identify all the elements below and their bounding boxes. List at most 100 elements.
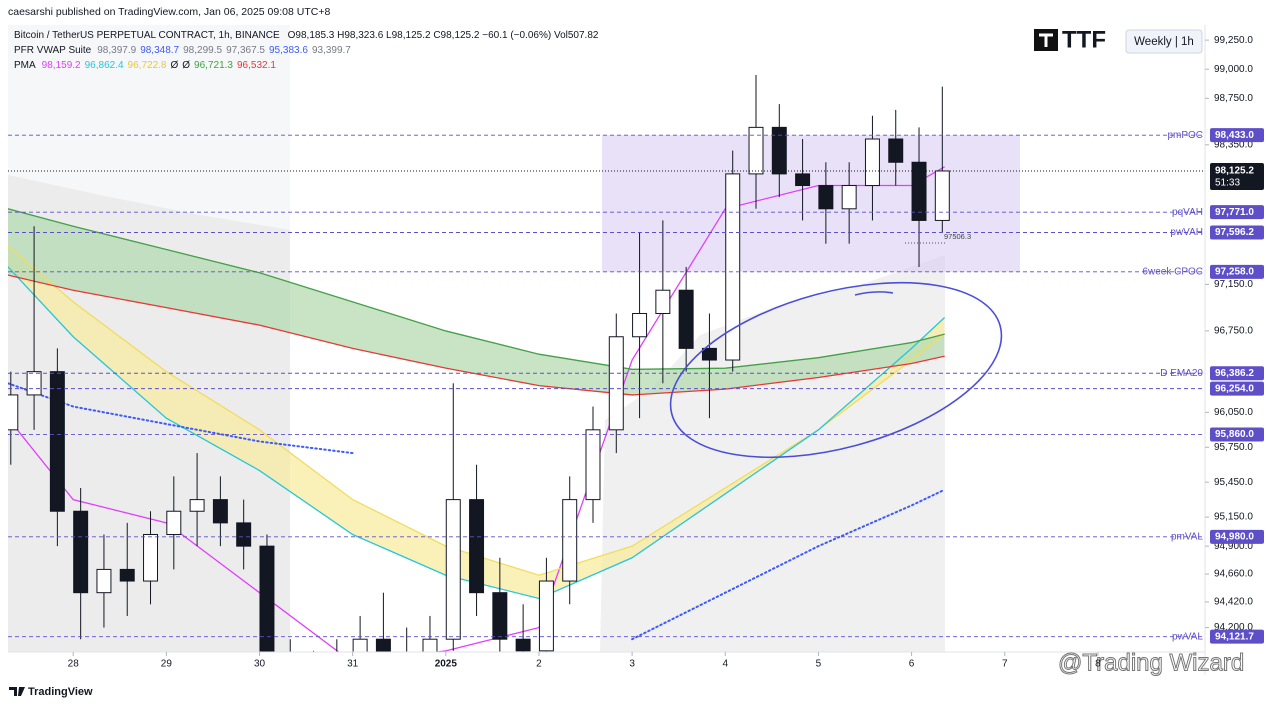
tv-logo [9, 687, 25, 696]
published: caesarshi published on TradingView.com, … [8, 6, 330, 18]
timeframe-button[interactable] [1125, 29, 1203, 54]
band-fill [8, 246, 945, 599]
indicator-value: 98,299.5 [183, 45, 222, 56]
y-tick-label: 98,750.0 [1214, 93, 1253, 104]
level-badge [1210, 529, 1264, 544]
candle-body [585, 429, 601, 501]
candle-body [771, 126, 787, 175]
logo-mark [1039, 33, 1053, 47]
level-label: pmVAL [1171, 531, 1203, 542]
candle-body [888, 138, 904, 163]
x-tick-label: 7 [1002, 659, 1008, 670]
candle-body [538, 580, 554, 652]
ohlc: O98,185.3 H98,323.6 L98,125.2 C98,125.2 … [288, 30, 599, 41]
indicator-value: Ø [182, 60, 190, 71]
y-tick-label: 95,450.0 [1214, 477, 1253, 488]
candle-body [26, 371, 42, 396]
x-tick-label: 2025 [435, 659, 458, 670]
level-label: pmPOC [1167, 130, 1203, 141]
indicator-value: 96,721.3 [194, 60, 233, 71]
level-label: pqVAH [1172, 207, 1203, 218]
x-tick-label: 8 [1095, 659, 1101, 670]
indicator-name: PMA [14, 60, 36, 71]
indicator-line [8, 245, 945, 576]
value-area [602, 135, 1020, 272]
candle-body [352, 638, 368, 652]
candle-body [73, 510, 89, 594]
level-label: 6week CPOC [1142, 266, 1203, 277]
indicator-value: 97,367.5 [226, 45, 265, 56]
level-value: 97,258.0 [1215, 266, 1254, 277]
x-tick-label: 2 [536, 659, 542, 670]
candle-body [166, 510, 182, 536]
band-fill [8, 208, 945, 395]
y-tick-label: 94,420.0 [1214, 597, 1253, 608]
hand-drawn-stroke [854, 291, 894, 296]
x-tick-label: 29 [161, 659, 173, 670]
candle-body [492, 592, 508, 640]
candle-body [608, 336, 624, 431]
candle-body [818, 185, 834, 210]
x-tick-label: 31 [347, 659, 359, 670]
candle-body [934, 170, 950, 221]
candle-body [259, 545, 275, 652]
candle-body [515, 638, 531, 652]
indicator-value: 96,532.1 [237, 60, 276, 71]
x-tick-label: 6 [909, 659, 915, 670]
level-badge [1210, 128, 1264, 143]
indicator-line [8, 266, 945, 600]
level-badge [1210, 366, 1264, 381]
level-label: pwVAH [1170, 227, 1203, 238]
header-line: PMA 98,159.2 96,862.4 96,722.8 Ø Ø 96,721.3 96,… [14, 60, 276, 71]
candle-body [445, 499, 461, 640]
candle-body [748, 126, 764, 175]
logo: TTF [1062, 26, 1106, 53]
y-tick-label: 95,750.0 [1214, 442, 1253, 453]
timeframe[interactable]: Weekly | 1h [1134, 36, 1194, 48]
candle-body [96, 568, 112, 594]
candle-body [678, 289, 694, 349]
header-line: Bitcoin / TetherUS PERPETUAL CONTRACT, 1… [14, 30, 599, 41]
candle-body [212, 499, 228, 524]
level-badge [1210, 381, 1264, 396]
level-badge [1210, 629, 1264, 644]
candle-body [841, 185, 857, 210]
candle-body [632, 312, 648, 338]
level-value: 97,596.2 [1215, 227, 1254, 238]
y-tick-label: 99,000.0 [1214, 64, 1253, 75]
x-tick-label: 30 [254, 659, 266, 670]
level-value: 98,433.0 [1215, 130, 1254, 141]
level-value: 96,386.2 [1215, 368, 1254, 379]
y-tick-label: 99,250.0 [1214, 35, 1253, 46]
level-badge [1210, 205, 1264, 220]
candle-body [375, 638, 391, 652]
annotation: 97506.3 [944, 232, 971, 241]
last-price-badge [1210, 162, 1264, 190]
candle-body [236, 522, 252, 547]
indicator-line [8, 208, 945, 370]
y-tick-label: 95,150.0 [1214, 512, 1253, 523]
indicator-line [631, 488, 946, 641]
x-tick-label: 4 [722, 659, 728, 670]
candle-body [119, 568, 135, 582]
level-label: D EMA20 [1160, 368, 1203, 379]
level-value: 94,121.7 [1215, 631, 1254, 642]
y-tick-label: 96,750.0 [1214, 326, 1253, 337]
y-tick-label: 98,350.0 [1214, 139, 1253, 150]
candle-body [469, 499, 485, 594]
brand: TradingView [28, 686, 93, 698]
indicator-value: 95,383.6 [269, 45, 308, 56]
x-tick-label: 3 [629, 659, 635, 670]
indicator-name: PFR VWAP Suite [14, 45, 92, 56]
indicator-value: 96,862.4 [85, 60, 124, 71]
level-value: 96,254.0 [1215, 383, 1254, 394]
candle-body [725, 173, 741, 361]
countdown: 51:33 [1215, 178, 1240, 189]
last-price: 98,125.2 [1215, 166, 1254, 177]
candle-body [655, 289, 671, 314]
level-label: pwVAL [1172, 631, 1203, 642]
symbol: Bitcoin / TetherUS PERPETUAL CONTRACT, 1… [14, 30, 280, 41]
indicator-value: 98,397.9 [97, 45, 136, 56]
level-value: 94,980.0 [1215, 531, 1254, 542]
